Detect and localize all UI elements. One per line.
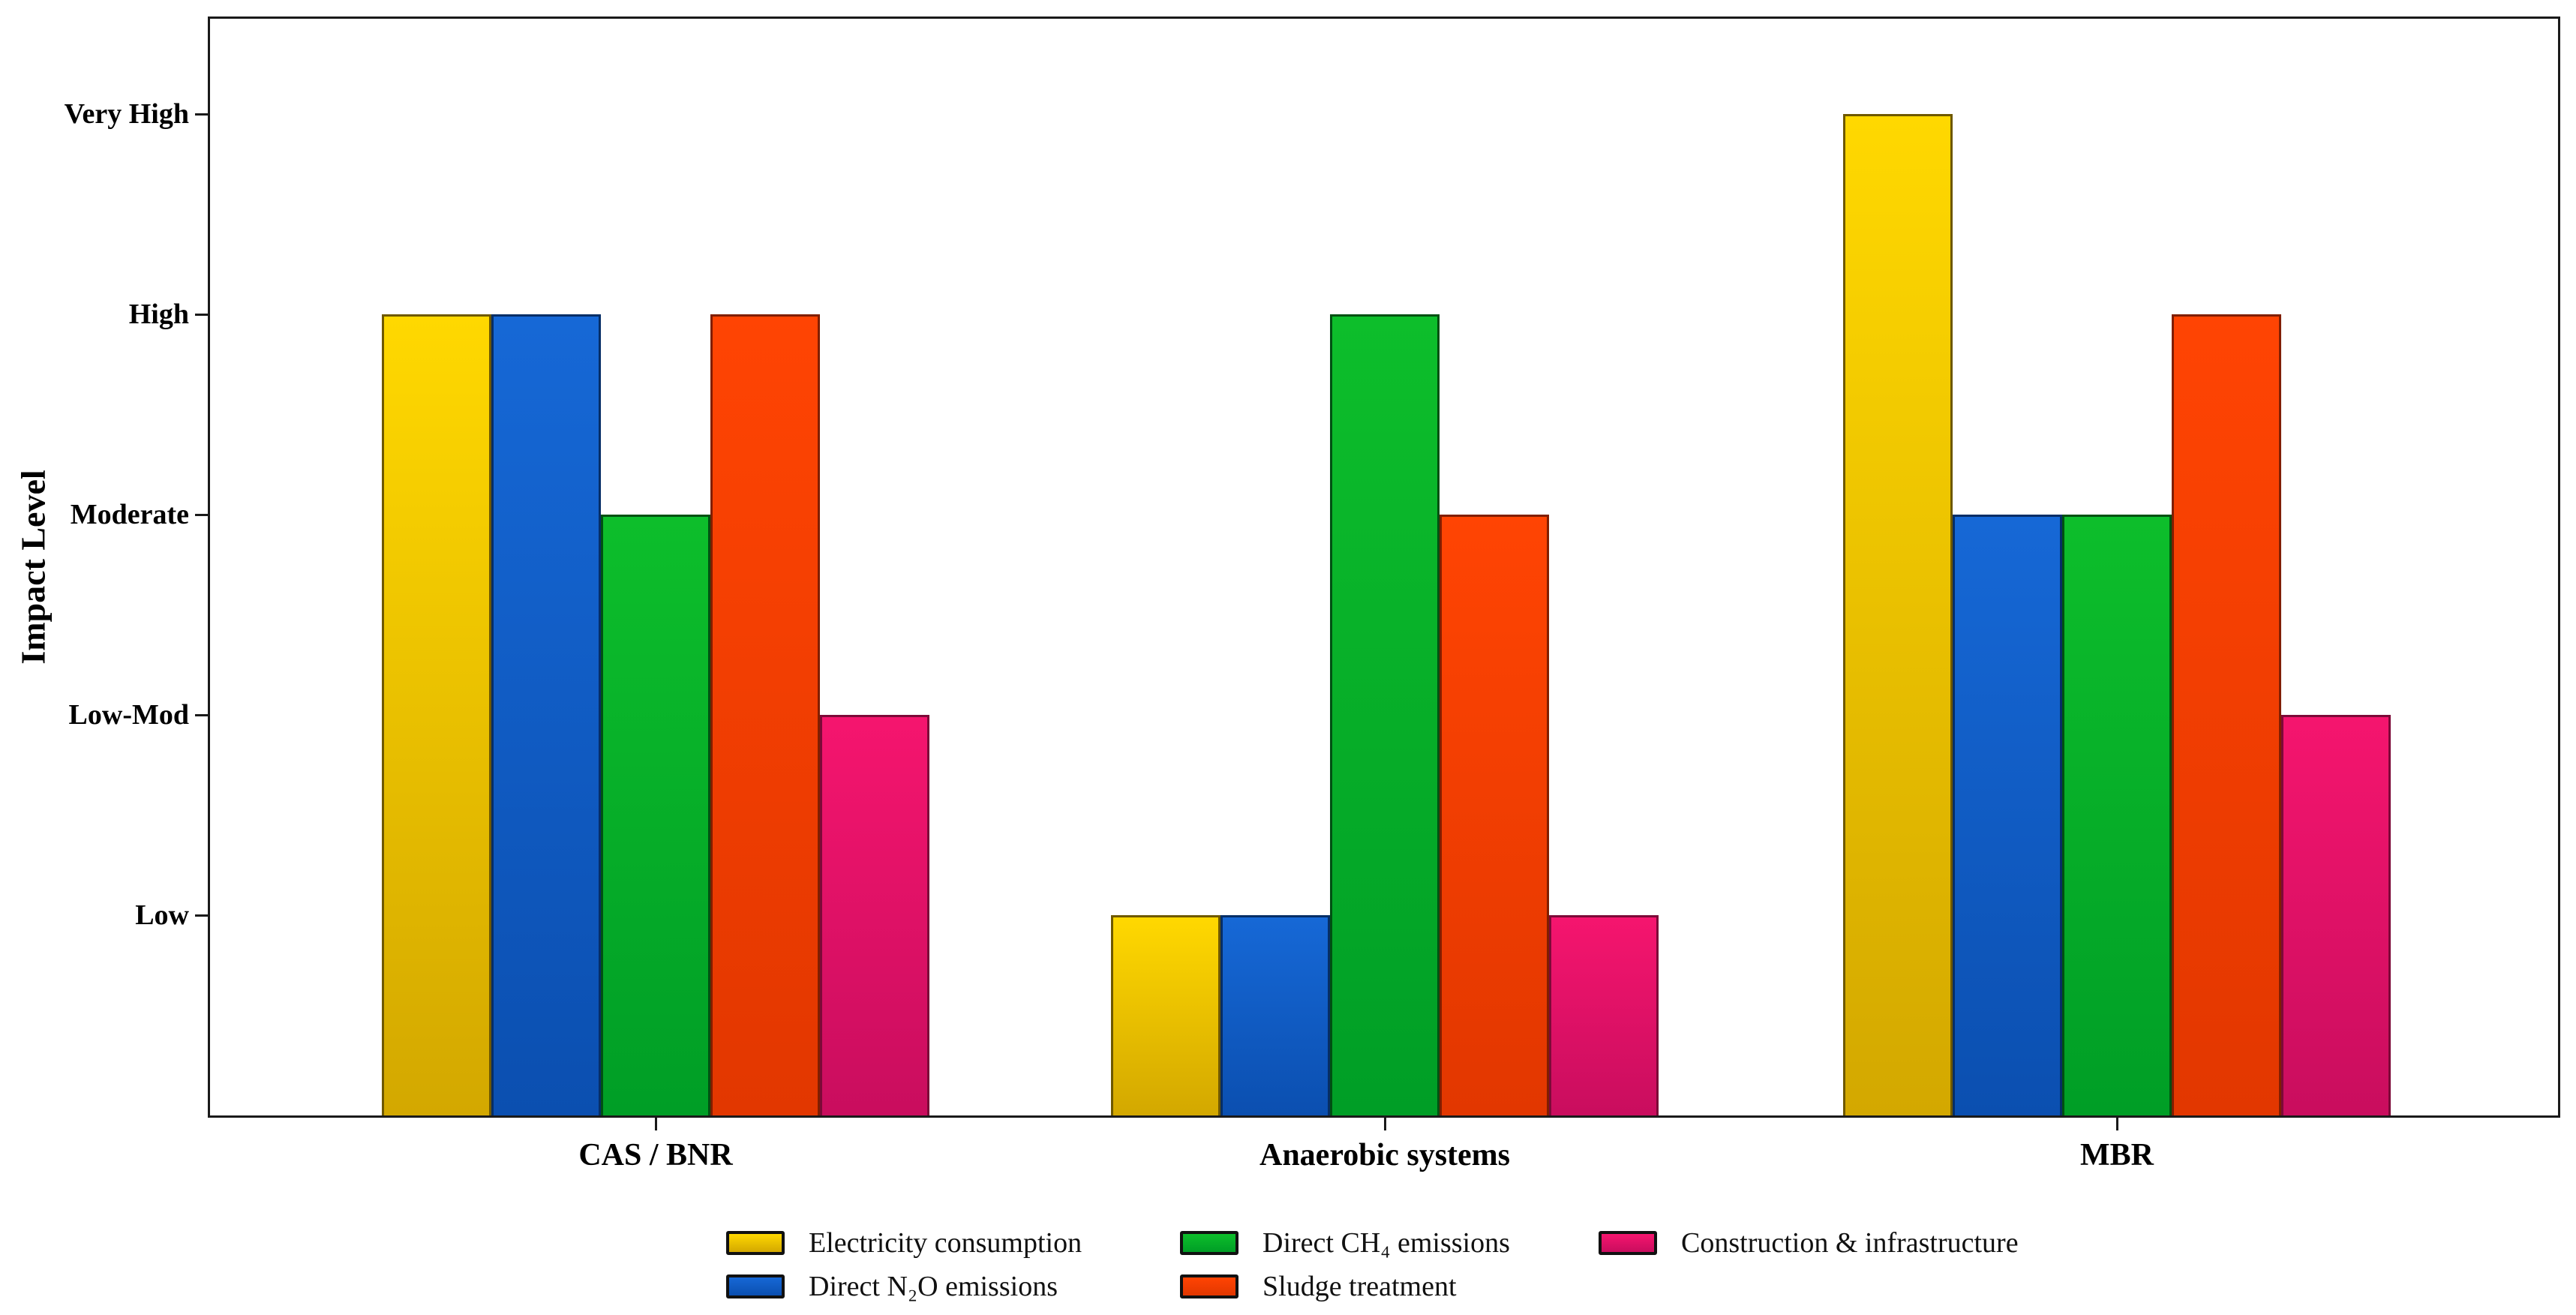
bar-2-series-3 — [1330, 314, 1440, 1115]
legend-item: Direct N₂O emissions — [726, 1271, 1058, 1302]
y-tick-label: Low-Mod — [68, 699, 189, 731]
y-tick-mark — [195, 914, 208, 917]
legend-label: Electricity consumption — [809, 1227, 1082, 1259]
plot-area — [195, 17, 2560, 1130]
legend-swatch — [1180, 1274, 1238, 1298]
bar-2-series-4 — [1440, 515, 1549, 1115]
y-tick-label: Very High — [64, 98, 189, 130]
bar-3-series-4 — [2172, 314, 2281, 1115]
x-tick-mark — [2116, 1118, 2118, 1130]
legend-label: Sludge treatment — [1262, 1271, 1457, 1302]
legend-label: Direct CH₄ emissions — [1262, 1227, 1510, 1259]
bar-2-series-5 — [1549, 915, 1659, 1115]
x-tick-mark — [1384, 1118, 1386, 1130]
bar-1-series-2 — [491, 314, 601, 1115]
y-tick-label: Moderate — [70, 499, 189, 530]
legend-item: Sludge treatment — [1180, 1271, 1457, 1302]
x-category-label: Anaerobic systems — [1259, 1138, 1511, 1172]
bar-1-series-5 — [820, 715, 929, 1115]
legend-swatch — [726, 1231, 785, 1255]
bar-1-series-4 — [710, 314, 820, 1115]
bar-3-series-5 — [2281, 715, 2391, 1115]
legend-swatch — [1180, 1231, 1238, 1255]
legend-label: Direct N₂O emissions — [809, 1271, 1058, 1302]
legend-item: Direct CH₄ emissions — [1180, 1227, 1510, 1259]
x-category-label: MBR — [2080, 1138, 2154, 1172]
legend-label: Construction & infrastructure — [1681, 1227, 2019, 1259]
bar-2-series-2 — [1220, 915, 1330, 1115]
y-tick-label: Low — [135, 899, 189, 931]
y-tick-mark — [195, 714, 208, 716]
bar-3-series-3 — [2062, 515, 2172, 1115]
legend-item: Construction & infrastructure — [1599, 1227, 2019, 1259]
bar-3-series-2 — [1953, 515, 2062, 1115]
legend-swatch — [726, 1274, 785, 1298]
bar-2-series-1 — [1111, 915, 1220, 1115]
bar-1-series-1 — [382, 314, 491, 1115]
y-tick-mark — [195, 514, 208, 516]
x-category-label: CAS / BNR — [578, 1138, 733, 1172]
legend-swatch — [1599, 1231, 1657, 1255]
bar-3-series-1 — [1843, 114, 1953, 1115]
y-tick-mark — [195, 113, 208, 116]
bar-1-series-3 — [601, 515, 710, 1115]
x-tick-mark — [655, 1118, 657, 1130]
y-tick-mark — [195, 314, 208, 316]
legend-item: Electricity consumption — [726, 1227, 1082, 1259]
y-tick-label: High — [128, 299, 189, 330]
